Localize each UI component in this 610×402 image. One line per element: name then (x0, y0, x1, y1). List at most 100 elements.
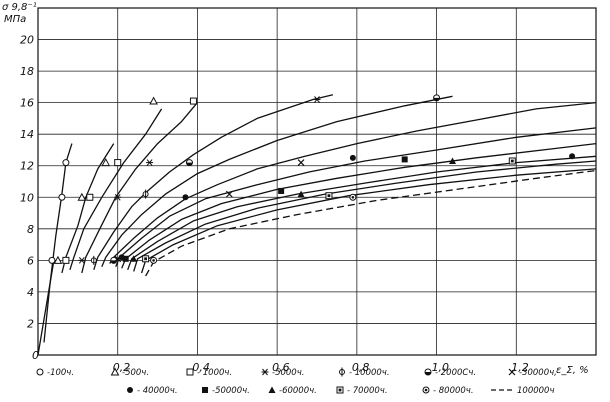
data-point (189, 97, 197, 105)
legend-label: - 40000ч. (137, 386, 178, 396)
y-tick-label: 10 (20, 191, 34, 204)
data-point (142, 255, 150, 263)
data-point (90, 255, 97, 265)
x-tick-label: 1,2 (511, 361, 529, 374)
data-point (150, 256, 158, 264)
data-point (349, 193, 357, 201)
x-tick-label: 0,2 (113, 361, 131, 374)
data-point (349, 154, 356, 161)
data-point (101, 158, 111, 167)
legend-swatch (110, 367, 120, 376)
legend-label: -60000ч. (279, 386, 317, 396)
legend-swatch (202, 387, 208, 393)
y-tick-label: 18 (20, 65, 34, 78)
legend-label: -50000ч. (212, 386, 250, 396)
legend-swatch (186, 368, 194, 376)
y-tick-label: 14 (20, 128, 34, 141)
legend: -100ч. -500ч. - 1000ч. -5000ч. - 10000ч. - 20… (36, 367, 557, 396)
series-line-2 (69, 108, 163, 270)
data-point (114, 159, 122, 167)
series-line-3 (81, 102, 198, 274)
data-point (78, 257, 86, 264)
y-axis-label: σ 9,8⁻¹ (2, 2, 37, 13)
legend-label: -500ч. (122, 368, 149, 378)
grid: 0,2 0,4 0,6 0,8 1,0 1,2 2 4 6 8 10 12 14 16 18 20 (20, 7, 597, 374)
legend-label: - 70000ч. (347, 386, 388, 396)
data-point (48, 256, 56, 264)
axes: σ 9,8⁻¹ МПа ε_Σ, % 0 (2, 2, 589, 376)
legend-label: -30000ч, (519, 368, 557, 378)
legend-swatch (424, 368, 432, 376)
legend-label: 100000ч (517, 386, 554, 396)
data-point (86, 193, 94, 201)
legend-swatch (422, 386, 430, 394)
legend-label: -5000ч. (272, 368, 304, 378)
data-point (313, 96, 321, 103)
legend-swatch (336, 386, 344, 394)
legend-swatch (36, 368, 44, 376)
data-point (130, 255, 138, 262)
data-point (142, 189, 149, 199)
y-tick-label: 8 (27, 223, 34, 236)
data-point (146, 159, 154, 166)
series-line-4 (93, 94, 334, 270)
series-line-12 (145, 169, 597, 277)
x-tick-label: 1,0 (432, 361, 450, 374)
data-point (569, 153, 576, 160)
data-point (225, 190, 233, 198)
legend-label: - 80000ч. (433, 386, 474, 396)
plot-frame (37, 7, 597, 356)
y-tick-label: 6 (27, 254, 34, 267)
legend-label: - 2000Сч. (435, 368, 476, 378)
data-point (278, 187, 285, 194)
data-point (149, 96, 158, 105)
data-point (297, 190, 305, 198)
series-line-13 (37, 260, 55, 356)
legend-label: -100ч. (47, 368, 74, 378)
legend-label: - 1000ч. (197, 368, 232, 378)
legend-swatch (261, 368, 269, 376)
y-tick-label: 16 (20, 97, 34, 110)
y-tick-label: 2 (27, 317, 34, 330)
legend-swatch (127, 387, 133, 393)
data-point (449, 157, 457, 164)
data-point (185, 159, 193, 167)
x-tick-label: 0,6 (272, 361, 290, 374)
data-point (58, 193, 66, 201)
legend-label: - 10000ч. (349, 368, 390, 378)
series-line-11 (140, 168, 597, 274)
data-point (401, 156, 408, 163)
series-line-10 (133, 160, 597, 272)
x-tick-label: 0,8 (352, 361, 370, 374)
data-point (433, 94, 441, 102)
data-point (325, 192, 333, 200)
data-point (53, 255, 63, 264)
data-point (62, 256, 70, 264)
legend-swatch (508, 368, 516, 376)
data-point (62, 159, 70, 167)
series-line-5 (101, 95, 453, 267)
y-tick-label: 20 (20, 34, 34, 47)
marker-group (48, 94, 576, 265)
data-point (77, 192, 87, 201)
data-point (297, 159, 305, 166)
data-point (114, 193, 122, 201)
series-line-7 (115, 127, 597, 267)
series-group (37, 94, 597, 356)
legend-swatch (268, 386, 276, 393)
y-tick-label: 4 (27, 286, 34, 299)
series-line-8 (121, 142, 597, 269)
x-tick-label: 0,4 (192, 361, 210, 374)
data-point (508, 157, 516, 165)
y-tick-label: 12 (20, 160, 34, 173)
series-line-0 (43, 143, 73, 343)
legend-swatch (339, 367, 345, 377)
data-point (182, 194, 189, 201)
y-axis-unit: МПа (4, 14, 26, 25)
x-axis-label: ε_Σ, % (556, 365, 589, 376)
data-point (122, 255, 129, 262)
series-line-9 (127, 155, 597, 271)
series-line-6 (109, 101, 597, 264)
